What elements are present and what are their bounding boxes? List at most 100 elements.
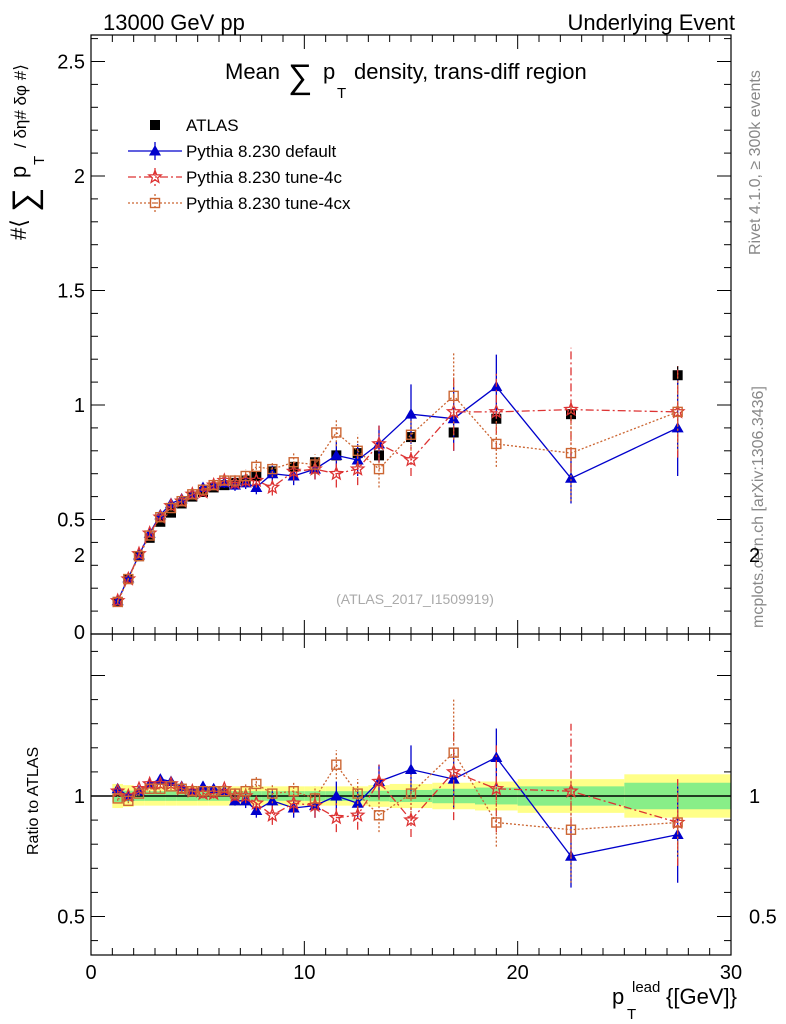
legend-label-pythia-8-230-tune-4c: Pythia 8.230 tune-4c — [186, 168, 342, 187]
ratio-point-pythia-8-230-default — [111, 782, 124, 794]
ylabel-p: p — [6, 166, 31, 178]
main-point-pythia-8-230-tune-4cx — [309, 459, 321, 470]
legend: ATLAS Pythia 8.230 default Pythia 8.230 tu… — [128, 116, 351, 213]
ratio-y-tick-label-right: 0.5 — [749, 907, 777, 929]
main-point-pythia-8-230-tune-4cx — [165, 502, 177, 514]
main-point-pythia-8-230-default — [405, 408, 417, 419]
main-title: Mean ∑ p T density, trans-diff region — [225, 58, 587, 102]
legend-label-pythia-8-230-tune-4cx: Pythia 8.230 tune-4cx — [186, 194, 351, 213]
ratio-y-tick-label: 0.5 — [57, 907, 85, 929]
ratio-point-pythia-8-230-default — [447, 773, 460, 784]
legend-marker-pythia-8-230-default — [149, 145, 161, 156]
main-point-pythia-8-230-tune-4cx — [240, 470, 251, 482]
xlabel-subscript-t: T — [627, 1006, 636, 1023]
ratio-line-pythia-8-230-tune-4cx — [117, 751, 678, 831]
ratio-point-pythia-8-230-tune-4c — [445, 763, 462, 779]
main-point-pythia-8-230-tune-4cx — [331, 427, 342, 438]
main-point-pythia-8-230-tune-4cx — [123, 573, 134, 585]
main-point-pythia-8-230-tune-4cx — [112, 596, 123, 608]
main-line-pythia-8-230-tune-4c — [117, 408, 678, 602]
main-point-pythia-8-230-default — [671, 421, 684, 433]
ratio-point-pythia-8-230-tune-4c — [371, 773, 387, 789]
legend-marker-pythia-8-230-tune-4c — [147, 168, 163, 184]
ratio-point-pythia-8-230-tune-4cx — [672, 817, 683, 828]
ratio-point-pythia-8-230-tune-4cx — [448, 747, 459, 758]
ratio-point-pythia-8-230-tune-4c — [328, 809, 345, 825]
ratio-point-pythia-8-230-tune-4cx — [267, 788, 278, 799]
main-point-pythia-8-230-tune-4c — [488, 403, 505, 419]
ratio-y-axis-title: Ratio to ATLAS — [25, 747, 42, 855]
legend-marker-pythia-8-230-tune-4cx — [149, 197, 161, 209]
ratio-y-tick-label-right: 2 — [749, 545, 760, 567]
main-y-tick-label-zero: 0 — [74, 622, 85, 644]
legend-label-atlas: ATLAS — [186, 116, 239, 135]
main-y-tick-label: 2 — [74, 166, 85, 188]
ratio-point-pythia-8-230-tune-4cx — [352, 788, 363, 799]
ratio-x-tick-label: 10 — [293, 962, 315, 984]
ratio-point-pythia-8-230-tune-4cx — [165, 781, 177, 792]
main-axes: 0.5 1 1.5 2 2.5 0 — [57, 35, 732, 644]
ratio-point-pythia-8-230-tune-4c — [349, 806, 366, 822]
main-point-pythia-8-230-tune-4cx — [405, 429, 417, 440]
main-point-pythia-8-230-tune-4cx — [229, 475, 241, 486]
ratio-y-tick-label: 2 — [74, 545, 85, 567]
title-sum-symbol: ∑ — [288, 58, 312, 96]
legend-label-pythia-8-230-default: Pythia 8.230 default — [186, 142, 337, 161]
ratio-y-tick-label-right: 1 — [749, 786, 760, 808]
ylabel-open: #⟨ — [6, 219, 31, 240]
ratio-point-pythia-8-230-tune-4c — [488, 780, 505, 796]
main-point-pythia-8-230-default — [154, 508, 167, 520]
ratio-point-pythia-8-230-tune-4c — [248, 794, 265, 810]
main-point-pythia-8-230-tune-4cx — [251, 461, 262, 473]
main-point-pythia-8-230-tune-4cx — [144, 530, 155, 541]
main-point-pythia-8-230-tune-4cx — [187, 489, 198, 500]
ratio-x-tick-label: 0 — [85, 962, 96, 984]
ratio-point-pythia-8-230-default — [330, 790, 343, 801]
ratio-point-pythia-8-230-tune-4cx — [144, 783, 155, 794]
ratio-point-pythia-8-230-tune-4cx — [491, 817, 502, 828]
main-point-pythia-8-230-default — [351, 453, 364, 465]
main-point-pythia-8-230-tune-4c — [403, 451, 419, 467]
main-point-atlas — [566, 409, 576, 420]
main-point-pythia-8-230-tune-4cx — [565, 447, 577, 459]
main-point-pythia-8-230-tune-4cx — [672, 406, 683, 418]
main-point-pythia-8-230-tune-4cx — [448, 390, 459, 402]
ratio-panel-frame — [90, 633, 732, 956]
ratio-point-pythia-8-230-tune-4c — [403, 811, 419, 827]
ratio-data-marks — [109, 699, 686, 888]
ylabel-rest: / δη# δφ #⟩ — [11, 64, 30, 148]
ratio-y-tick-label: 1 — [74, 786, 85, 808]
title-subscript-t: T — [337, 85, 346, 102]
ratio-point-pythia-8-230-tune-4cx — [197, 785, 209, 797]
main-point-pythia-8-230-tune-4cx — [155, 512, 166, 523]
ratio-point-pythia-8-230-tune-4cx — [208, 785, 219, 797]
main-point-pythia-8-230-tune-4c — [349, 460, 366, 476]
title-rest: density, trans-diff region — [354, 59, 587, 84]
ylabel-subscript-t: T — [31, 156, 48, 165]
main-point-pythia-8-230-tune-4cx — [219, 475, 230, 486]
ratio-point-pythia-8-230-tune-4c — [264, 806, 281, 822]
ratio-point-pythia-8-230-tune-4cx — [331, 759, 342, 770]
legend-marker-atlas — [150, 120, 160, 130]
title-mean: Mean — [225, 59, 280, 84]
ratio-point-pythia-8-230-tune-4cx — [309, 793, 321, 804]
ylabel-sum: ∑ — [6, 188, 44, 212]
header-left-label: 13000 GeV pp — [103, 10, 245, 35]
ratio-axes: 0 10 20 30 0.5 1 2 0.5 1 2 — [57, 545, 777, 984]
xlabel-p: p — [612, 984, 624, 1009]
title-p: p — [323, 59, 335, 84]
ratio-point-pythia-8-230-default — [405, 763, 417, 774]
main-y-tick-label: 0.5 — [57, 510, 85, 532]
ratio-point-pythia-8-230-tune-4cx — [405, 788, 417, 799]
ratio-point-pythia-8-230-tune-4cx — [240, 785, 251, 797]
ratio-point-pythia-8-230-tune-4cx — [373, 810, 385, 821]
ratio-point-pythia-8-230-tune-4cx — [112, 793, 123, 804]
main-point-pythia-8-230-tune-4cx — [133, 550, 145, 562]
main-point-pythia-8-230-tune-4c — [248, 472, 265, 488]
header-right-label: Underlying Event — [567, 10, 735, 35]
mcplots-label: mcplots.cern.ch [arXiv:1306.3436] — [750, 386, 767, 628]
ratio-point-pythia-8-230-tune-4cx — [288, 785, 299, 797]
ratio-point-pythia-8-230-tune-4cx — [187, 785, 198, 797]
y-axis-title: #⟨ ∑ p T / δη# δφ #⟩ — [6, 64, 48, 240]
